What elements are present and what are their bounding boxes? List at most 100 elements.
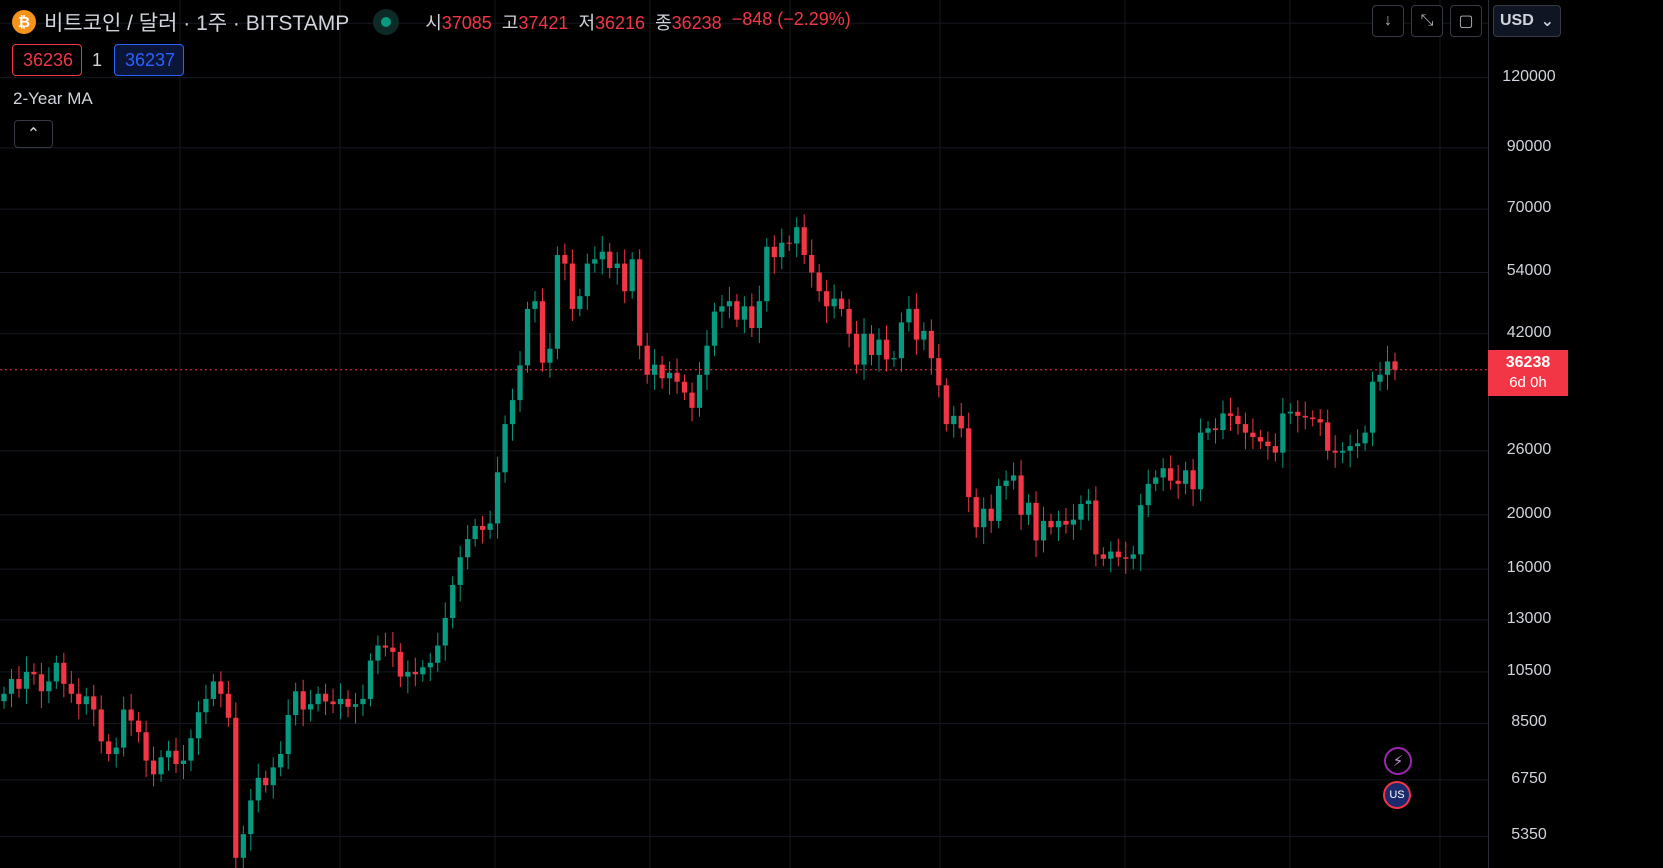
candle-body: [1354, 443, 1361, 447]
candle-body: [771, 246, 777, 258]
candle-body: [293, 691, 299, 716]
candle: [1197, 418, 1204, 502]
candle: [1055, 510, 1062, 541]
candle-body: [360, 698, 366, 705]
candle: [629, 252, 635, 299]
bar-countdown: 6d 0h: [1509, 374, 1547, 391]
candle: [113, 737, 119, 768]
candle-body: [68, 683, 74, 694]
candle-body: [659, 364, 665, 379]
bitcoin-icon[interactable]: ₿: [12, 10, 36, 34]
candle: [195, 700, 202, 755]
candle-body: [786, 242, 792, 244]
candle-body: [1145, 483, 1151, 506]
candle: [584, 253, 590, 310]
high-value: 37421: [518, 13, 569, 33]
candle: [405, 660, 411, 694]
candle: [420, 660, 426, 682]
candle-body: [1130, 554, 1136, 559]
candle: [1310, 410, 1316, 427]
fullscreen-button[interactable]: ▢: [1450, 5, 1482, 37]
price-tick-label: 42000: [1506, 323, 1552, 341]
candle: [771, 235, 777, 274]
symbol-title[interactable]: 비트코인 / 달러 · 1주 · BITSTAMP: [44, 12, 350, 35]
candle-body: [1040, 520, 1047, 541]
symbol-header: ₿ 비트코인 / 달러 · 1주 · BITSTAMP 시37085 고3742…: [12, 8, 851, 36]
candle-body: [876, 339, 882, 355]
candle: [554, 246, 561, 360]
candle: [1347, 434, 1353, 468]
candle-body: [143, 732, 149, 761]
candle: [76, 678, 82, 720]
candle-body: [1287, 411, 1293, 414]
candle-body: [367, 660, 374, 699]
candle-body: [435, 645, 441, 663]
candle: [741, 296, 747, 334]
price-tick-label: 5350: [1511, 826, 1547, 844]
candle: [921, 322, 927, 351]
collapse-chart-button[interactable]: ⤡: [1411, 5, 1443, 37]
chart-canvas[interactable]: [0, 0, 1488, 868]
candle-body: [195, 712, 202, 739]
candle-body: [135, 720, 142, 733]
quantity-value[interactable]: 1: [92, 49, 103, 70]
candle: [786, 235, 792, 251]
candle-body: [1280, 413, 1286, 453]
candle-body: [779, 242, 785, 258]
candle: [607, 243, 613, 279]
candle-body: [1003, 480, 1009, 487]
candle-body: [165, 750, 172, 758]
candle-body: [1295, 411, 1301, 416]
candle-body: [1115, 551, 1121, 558]
candle: [816, 263, 822, 302]
currency-value: USD: [1500, 12, 1534, 29]
candle-body: [681, 381, 688, 393]
candle: [711, 302, 718, 357]
candle-body: [517, 365, 523, 401]
candle-body: [913, 308, 919, 340]
candle: [308, 689, 314, 722]
price-tick-label: 26000: [1506, 440, 1552, 458]
candle: [1227, 397, 1234, 431]
candle: [390, 632, 396, 667]
lightning-icon[interactable]: ⚡: [1384, 747, 1412, 775]
scroll-to-latest-button[interactable]: ↓: [1372, 5, 1404, 37]
candle: [31, 663, 37, 685]
sell-button[interactable]: 36236: [12, 44, 82, 76]
candle: [1295, 400, 1301, 433]
candle-body: [756, 301, 762, 329]
candle: [442, 602, 448, 661]
change-value: −848 (−2.29%): [731, 9, 851, 29]
us-flag-icon[interactable]: US: [1383, 781, 1411, 809]
candlestick-chart[interactable]: [0, 0, 1488, 868]
candle: [996, 478, 1002, 529]
candle: [450, 576, 456, 629]
candle-body: [996, 486, 1002, 521]
candle: [861, 318, 867, 380]
candle: [263, 770, 269, 793]
price-axis[interactable]: [1488, 0, 1571, 868]
candle: [330, 688, 336, 714]
candle: [689, 382, 695, 422]
candle: [1369, 371, 1376, 447]
candle: [352, 692, 359, 724]
collapse-legend-button[interactable]: ⌃: [14, 120, 53, 148]
candle-body: [502, 424, 508, 473]
price-tick-label: 16000: [1506, 559, 1552, 577]
candle: [898, 312, 905, 372]
market-status-icon[interactable]: [373, 9, 400, 35]
candle-body: [674, 372, 680, 382]
candle: [674, 358, 680, 394]
candle-body: [91, 696, 97, 710]
candle: [1242, 412, 1249, 450]
candle: [1168, 455, 1174, 490]
candle-body: [1227, 413, 1234, 416]
indicator-legend-2-year-ma[interactable]: 2-Year MA: [13, 89, 93, 108]
candle-body: [1160, 468, 1166, 478]
candle-body: [128, 709, 134, 721]
buy-button[interactable]: 36237: [114, 44, 184, 76]
candle: [943, 378, 949, 432]
currency-selector[interactable]: USD ⌄: [1493, 5, 1561, 37]
candle-body: [622, 263, 628, 292]
candle-body: [465, 539, 471, 558]
